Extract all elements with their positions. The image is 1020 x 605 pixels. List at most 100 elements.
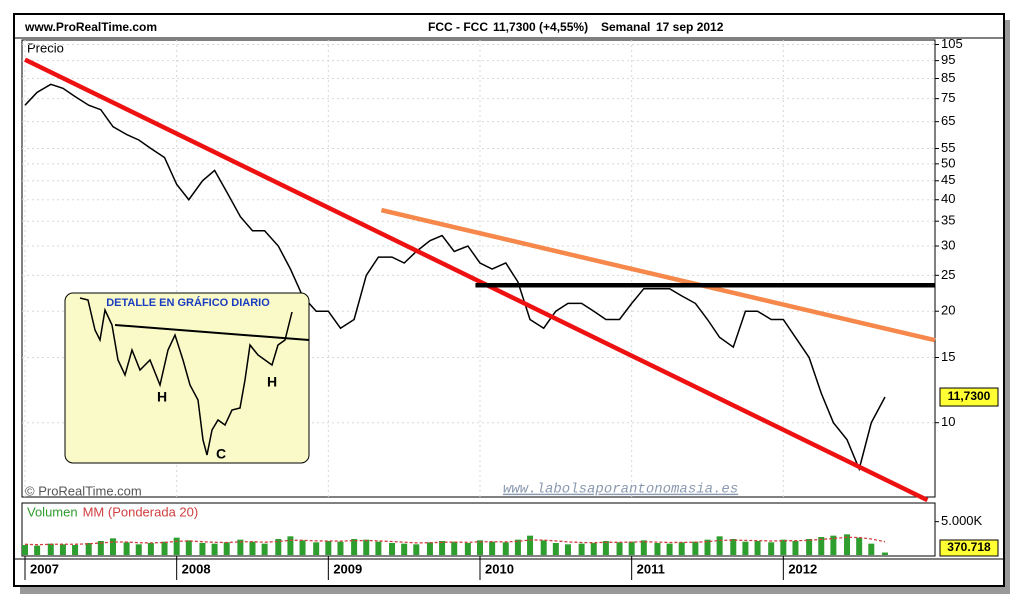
y-tick-label: 65 — [941, 113, 955, 128]
volume-bar — [211, 543, 218, 555]
volume-bar — [590, 543, 597, 555]
volume-bar — [502, 542, 509, 555]
trend-line — [380, 207, 936, 343]
volume-panel — [21, 502, 936, 557]
inset-price — [79, 297, 293, 456]
volume-bar — [780, 539, 787, 555]
volume-bar — [85, 543, 92, 555]
volume-bar — [351, 539, 358, 555]
y-tick-label: 25 — [941, 267, 955, 282]
volume-bar — [704, 539, 711, 555]
volume-bar — [109, 538, 116, 555]
volume-bar — [844, 534, 851, 555]
inset-title: DETALLE EN GRÁFICO DIARIO — [106, 296, 270, 309]
volume-bar — [147, 543, 154, 555]
volume-bar — [856, 537, 863, 555]
moving-average — [24, 536, 886, 546]
y-tick-label: 75 — [941, 90, 955, 105]
neckline — [114, 324, 310, 341]
y-tick-label: 95 — [941, 52, 955, 67]
volume-bar — [742, 541, 749, 555]
volume-bar — [692, 541, 699, 555]
x-tick-label: 2009 — [333, 561, 362, 576]
volume-bar — [135, 544, 142, 555]
last-volume-label: 370.718 — [947, 540, 991, 554]
y-tick-label: 55 — [941, 140, 955, 155]
volume-bar — [754, 541, 761, 555]
volume-bar — [451, 541, 458, 555]
volume-bar — [287, 536, 294, 555]
volume-bar — [413, 544, 420, 555]
y-tick-label: 20 — [941, 303, 955, 318]
volume-bar — [477, 540, 483, 555]
volume-bar — [716, 536, 723, 555]
volume-bar — [552, 543, 559, 555]
inset-label: H — [267, 374, 277, 390]
volume-bar — [173, 537, 180, 555]
volume-bar — [768, 542, 775, 555]
volume-bar — [540, 540, 547, 555]
legend-entry: Volumen — [27, 504, 78, 519]
volume-bar — [678, 542, 685, 555]
volume-bar — [818, 537, 825, 555]
volume-bar — [59, 544, 66, 555]
volume-bar — [161, 541, 168, 555]
volume-bar — [640, 540, 647, 555]
volume-bar — [34, 545, 41, 555]
volume-bar — [426, 542, 433, 555]
date: 17 sep 2012 — [656, 20, 724, 34]
volume-bar — [401, 543, 408, 555]
y-tick-label: 5.000K — [941, 513, 983, 528]
volume-bar — [830, 535, 837, 555]
x-tick-label: 2010 — [485, 561, 514, 576]
volume-bar — [730, 539, 737, 555]
symbol: FCC - FCC — [428, 20, 488, 34]
volume-bar — [185, 540, 192, 555]
x-tick-label: 2007 — [30, 561, 59, 576]
x-tick-label: 2012 — [788, 561, 817, 576]
volume-bar — [514, 539, 521, 555]
period: Semanal — [601, 20, 650, 34]
copyright: © ProRealTime.com — [25, 483, 142, 498]
x-tick-label: 2011 — [637, 561, 665, 576]
volume-bar — [616, 542, 623, 555]
volume-bar — [439, 541, 446, 555]
volume-bar — [275, 539, 282, 555]
y-tick-label: 85 — [941, 70, 955, 85]
last-volume-box — [939, 539, 999, 557]
volume-bar — [628, 541, 635, 555]
volume-bar — [806, 539, 813, 555]
trend-line — [24, 57, 929, 503]
volume-bar — [564, 544, 571, 555]
volume-bar — [299, 540, 306, 555]
site: www.ProRealTime.com — [24, 20, 157, 34]
volume-bar — [792, 541, 799, 555]
y-tick-label: 40 — [941, 191, 955, 206]
legend-entry: MM (Ponderada 20) — [83, 504, 199, 519]
volume-bar — [337, 541, 344, 555]
y-tick-label: 50 — [941, 155, 955, 170]
volume-bar — [123, 542, 130, 555]
inset-label: C — [216, 446, 226, 462]
volume-bar — [22, 545, 28, 555]
volume-bar — [666, 543, 673, 555]
volume-bar — [375, 541, 382, 555]
volume-bar — [313, 542, 320, 555]
volume-bar — [868, 543, 875, 555]
volume-bar — [578, 543, 585, 555]
inset-label: H — [157, 389, 167, 405]
volume-bar — [325, 541, 332, 555]
volume-bar — [602, 541, 609, 555]
last-price-box — [939, 387, 999, 407]
inset: DETALLE EN GRÁFICO DIARIO H C H — [64, 292, 310, 464]
volume-bar — [389, 543, 396, 555]
panel-title: Precio — [27, 40, 64, 55]
y-tick-label: 105 — [941, 36, 963, 51]
volume-bar — [363, 539, 370, 555]
volume-bar — [97, 541, 104, 555]
volume-bar — [249, 541, 256, 555]
volume-bar — [72, 545, 79, 555]
last-price-label: 11,7300 — [948, 389, 991, 403]
